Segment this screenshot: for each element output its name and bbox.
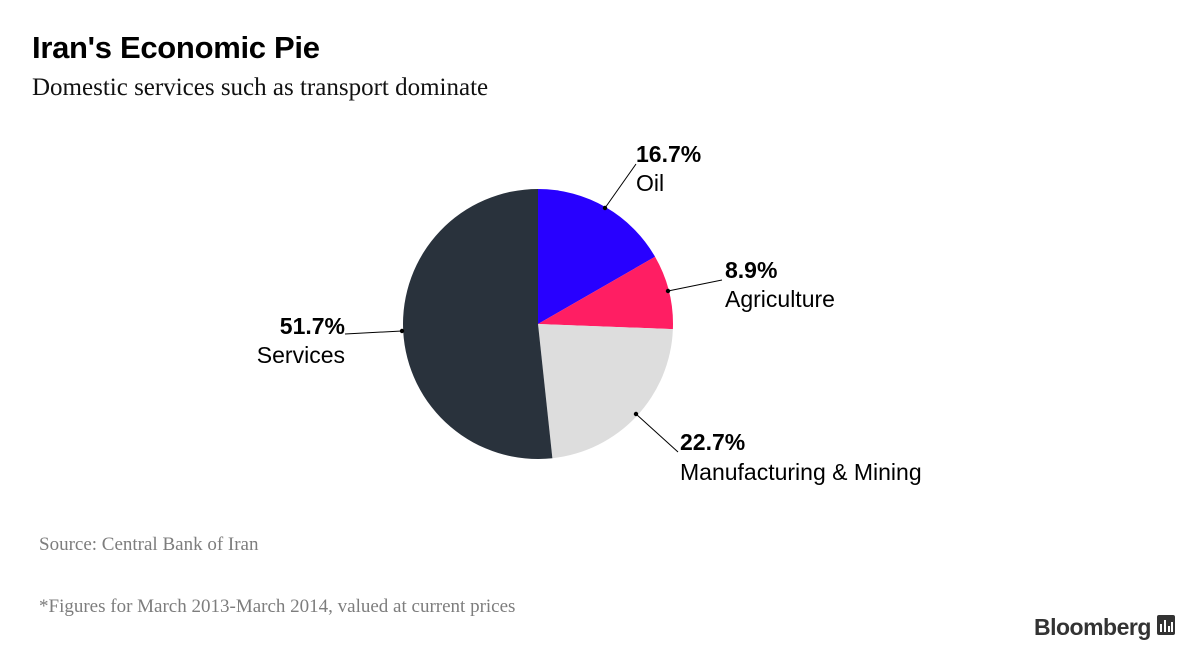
brand-logo: Bloomberg <box>1034 614 1151 640</box>
category-label-oil: Oil <box>636 170 664 196</box>
leader-line-agriculture <box>667 279 723 292</box>
category-label-services: Services <box>257 342 345 368</box>
pie-slice-oil <box>538 189 656 324</box>
leader-line-oil <box>604 163 637 209</box>
data-label-manufacturing-mining: 22.7% <box>680 429 745 455</box>
data-label-oil: 16.7% <box>636 141 701 167</box>
pie-slice-services <box>403 189 553 459</box>
leader-dot-oil <box>602 205 608 211</box>
category-label-agriculture: Agriculture <box>725 286 835 312</box>
source-note: Source: Central Bank of Iran <box>39 534 259 555</box>
chart-title: Iran's Economic Pie <box>32 30 320 65</box>
pie-slice-agriculture <box>538 256 673 330</box>
leader-line-manufacturing-mining <box>635 413 679 453</box>
category-label-manufacturing-mining: Manufacturing & Mining <box>680 459 922 485</box>
data-label-services: 51.7% <box>280 313 345 339</box>
data-label-agriculture: 8.9% <box>725 257 777 283</box>
bloomberg-chart-icon <box>1157 615 1175 635</box>
footnote: *Figures for March 2013-March 2014, valu… <box>39 596 516 617</box>
chart-subtitle: Domestic services such as transport domi… <box>32 74 489 101</box>
leader-line-services <box>344 330 403 335</box>
leader-dot-agriculture <box>665 288 671 294</box>
pie-slice-manufacturing-mining <box>538 324 673 459</box>
leader-dot-services <box>399 328 405 334</box>
leader-dot-manufacturing-mining <box>633 411 639 417</box>
